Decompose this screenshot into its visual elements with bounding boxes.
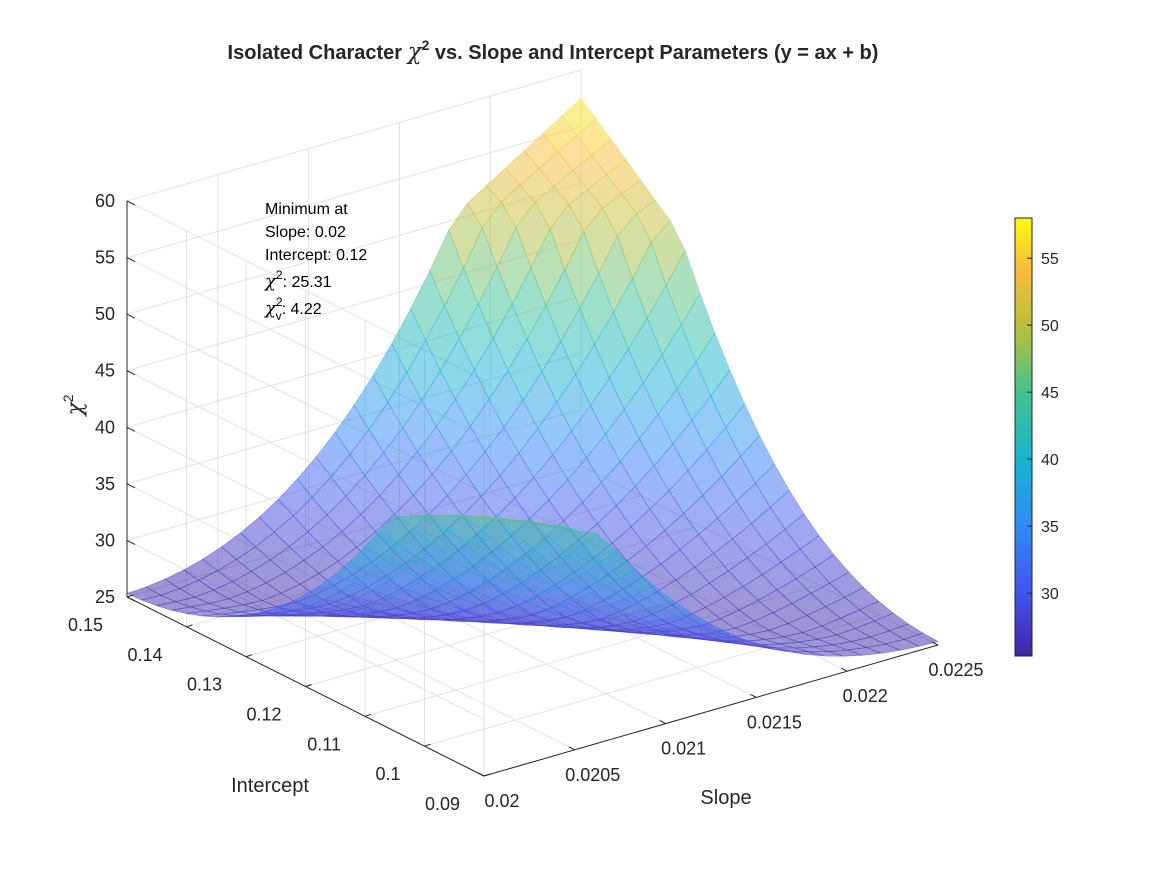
axes (126, 200, 939, 777)
chi2-surface (126, 97, 939, 657)
x-tick-label: 0.021 (661, 739, 706, 759)
tick-labels: 0.02 0.0205 0.021 0.0215 0.022 0.0225 0.09 0.1 0… (68, 191, 984, 814)
z-tick-mark (126, 596, 136, 602)
annotation-line-4: χ2: 25.31 (263, 268, 332, 292)
z-tick-label: 40 (95, 417, 115, 437)
z-axis-label: χ2 (60, 394, 88, 417)
annotation-line-5: χ2 v: 4.22 (263, 295, 322, 323)
chart-title: Isolated Character χ2 vs. Slope and Inte… (228, 37, 879, 65)
x-tick-mark (477, 772, 485, 777)
colorbar-ticks: 30 35 40 45 50 55 (1027, 251, 1059, 603)
colorbar-tick-label: 40 (1041, 452, 1059, 469)
y-axis-label: Intercept (231, 775, 309, 797)
colorbar-tick-label: 35 (1041, 519, 1059, 536)
y-tick-mark (364, 713, 372, 717)
x-tick-mark (750, 693, 757, 698)
y-tick-mark (483, 773, 491, 777)
colorbar: 30 35 40 45 50 55 (1014, 217, 1059, 657)
z-tick-label: 60 (95, 191, 115, 211)
z-tick-label: 25 (95, 587, 115, 607)
z-tick-mark (126, 539, 136, 545)
z-tick-mark (126, 370, 136, 376)
x-axis-line (483, 644, 939, 777)
y-tick-label: 0.1 (375, 764, 400, 784)
y-tick-label: 0.13 (187, 675, 222, 695)
z-tick-mark (126, 257, 136, 263)
x-tick-label: 0.022 (843, 686, 888, 706)
y-tick-label: 0.12 (246, 705, 281, 725)
annotation-line-1: Minimum at (265, 201, 348, 218)
y-tick-mark (186, 624, 193, 628)
z-tick-label: 45 (95, 361, 115, 381)
colorbar-gradient (1014, 217, 1033, 657)
y-tick-label: 0.15 (68, 615, 103, 635)
colorbar-tick-label: 30 (1041, 586, 1059, 603)
z-tick-label: 35 (95, 474, 115, 494)
annotation-line-3: Intercept: 0.12 (265, 247, 367, 264)
y-tick-mark (305, 684, 312, 687)
z-tick-mark (126, 426, 136, 432)
colorbar-tick-label: 50 (1041, 318, 1059, 335)
y-tick-label: 0.14 (127, 645, 162, 665)
z-tick-mark (126, 313, 136, 319)
y-tick-label: 0.09 (425, 794, 460, 814)
surface-patch (469, 515, 503, 520)
annotation-line-2: Slope: 0.02 (265, 224, 346, 241)
z-tick-label: 50 (95, 304, 115, 324)
minimum-annotation: Minimum at Slope: 0.02 Intercept: 0.12 χ… (263, 201, 367, 323)
colorbar-tick-label: 45 (1041, 385, 1059, 402)
x-tick-label: 0.0215 (747, 712, 802, 732)
x-axis-label: Slope (700, 787, 751, 809)
x-tick-label: 0.02 (484, 791, 519, 811)
y-tick-mark (424, 743, 431, 747)
z-tick-mark (126, 483, 136, 489)
z-tick-mark (126, 200, 136, 206)
x-tick-label: 0.0205 (565, 765, 620, 785)
y-tick-label: 0.11 (307, 734, 341, 754)
z-tick-label: 55 (95, 248, 115, 268)
x-tick-label: 0.0225 (928, 660, 983, 680)
x-tick-mark (568, 746, 576, 751)
x-tick-mark (659, 720, 666, 725)
colorbar-tick-label: 55 (1041, 251, 1059, 268)
z-tick-label: 30 (95, 530, 115, 550)
y-tick-mark (245, 654, 253, 658)
x-tick-mark (840, 667, 848, 672)
